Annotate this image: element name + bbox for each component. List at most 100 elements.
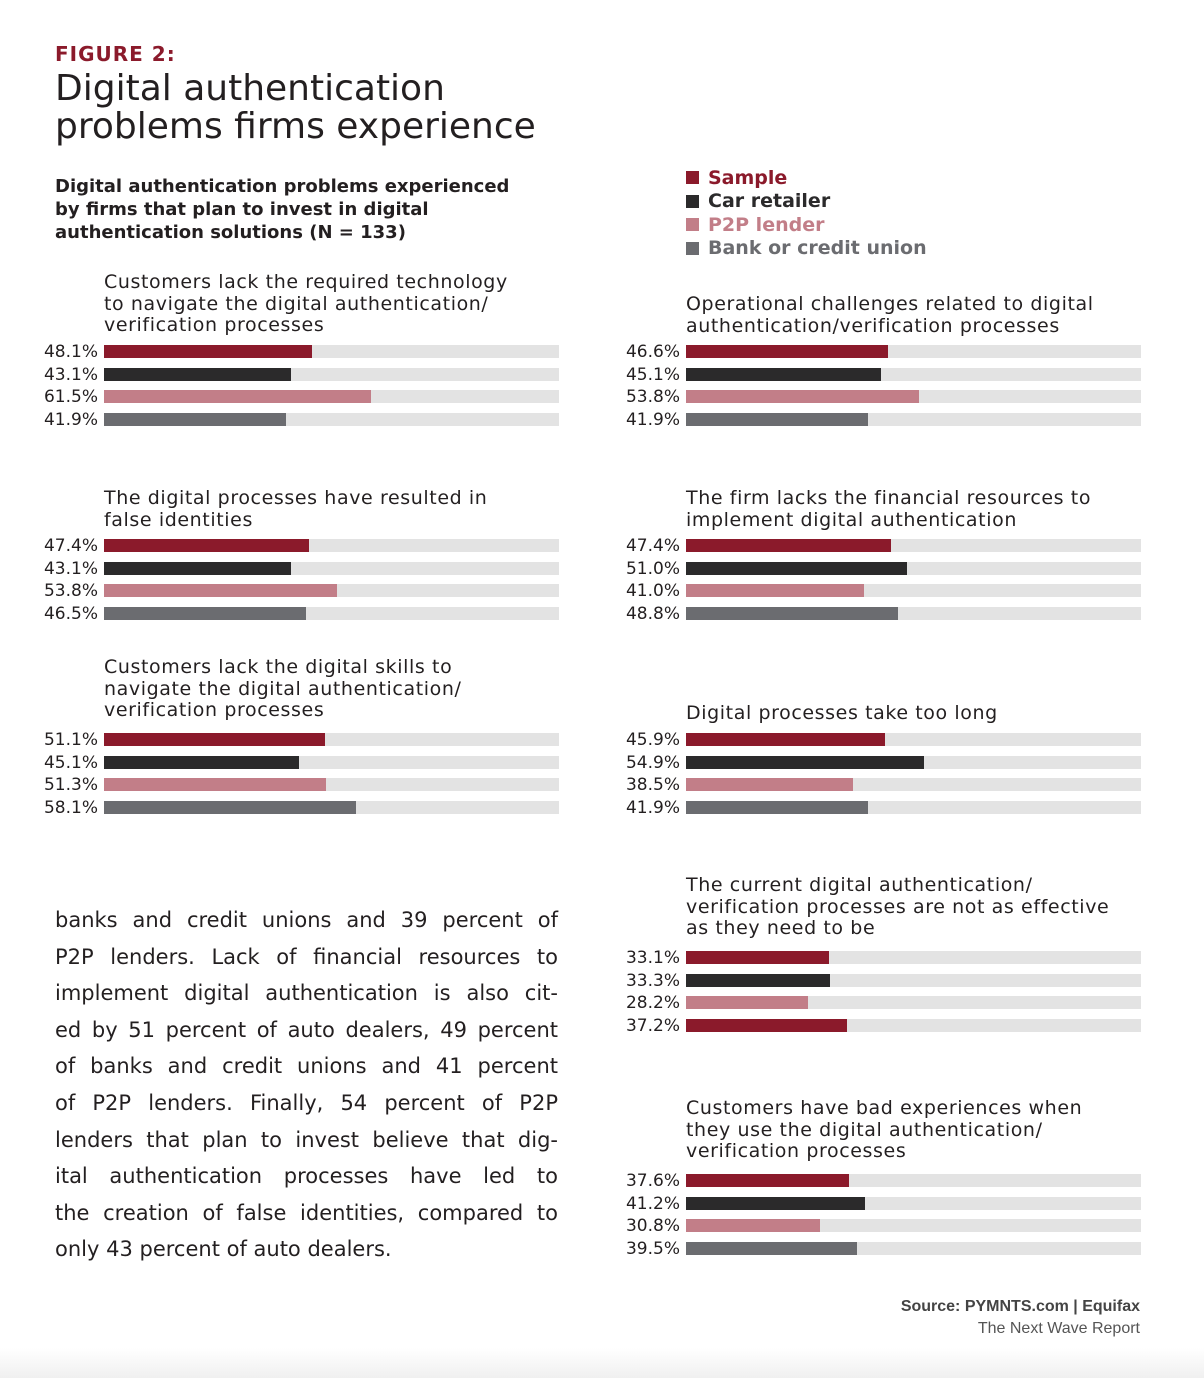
panel-bars: 47.4% 51.0% 41.0% 48.8% — [626, 534, 1146, 625]
bar-track — [104, 390, 559, 404]
bar — [686, 345, 888, 358]
panel-title-line: authentication/verification processes — [686, 314, 1060, 337]
bar — [104, 561, 291, 575]
bar-track — [686, 390, 1141, 404]
panel-title-line: verification processes — [104, 699, 325, 721]
bar-value-label: 33.1% — [625, 948, 680, 968]
bar-track — [104, 755, 559, 769]
bar-row: 47.4% — [626, 534, 1146, 557]
bar-row: 41.9% — [626, 408, 1146, 431]
bar-track — [686, 584, 1141, 598]
bar — [686, 561, 907, 575]
bar — [686, 607, 898, 621]
bar-value-label: 41.2% — [625, 1193, 680, 1214]
bar-row: 39.5% — [626, 1237, 1146, 1260]
bar-row: 48.1% — [44, 340, 564, 363]
bar-value-label: 45.1% — [43, 752, 98, 773]
bar — [686, 1196, 865, 1210]
panel-title: Customers lack the required technology to… — [104, 271, 564, 337]
panel-bars: 46.6% 45.1% 53.8% 41.9% — [626, 340, 1146, 431]
bar-value-label: 53.8% — [43, 581, 98, 602]
chart-subtitle: Digital authentication problems experien… — [55, 175, 575, 244]
body-text-line: of P2P lenders. Finally, 54 percent of P… — [55, 1090, 558, 1115]
bar-row: 48.8% — [626, 602, 1146, 625]
bar — [104, 367, 291, 381]
bar-row: 51.1% — [44, 728, 564, 751]
bar-track — [686, 539, 1141, 552]
panel-title-line: Customers lack the required technology — [104, 271, 508, 293]
panel-title: Digital processes take too long — [686, 702, 1146, 725]
legend-label: Sample — [708, 166, 788, 189]
subtitle-line: Digital authentication problems experien… — [55, 176, 510, 197]
bar — [686, 778, 853, 792]
bar-value-label: 53.8% — [625, 387, 680, 408]
bar — [686, 996, 809, 1010]
panel-title-line: The firm lacks the financial resources t… — [686, 487, 1092, 509]
bar-value-label: 45.1% — [625, 364, 680, 385]
bar-value-label: 45.9% — [625, 730, 680, 750]
bar-value-label: 51.1% — [43, 730, 98, 750]
bar-value-label: 43.1% — [43, 364, 98, 385]
bar — [104, 345, 313, 358]
bar-value-label: 30.8% — [625, 1216, 680, 1237]
body-text-line: only 43 percent of auto dealers. — [55, 1237, 392, 1262]
bar — [686, 755, 924, 769]
bar-track — [686, 778, 1141, 792]
bar-track — [686, 1242, 1141, 1256]
bar-row: 45.9% — [626, 728, 1146, 751]
panel-title-line: they use the digital authentication/ — [686, 1118, 1043, 1141]
bar-row: 43.1% — [44, 363, 564, 386]
bar-track — [686, 733, 1141, 746]
panel-bars: 45.9% 54.9% 38.5% 41.9% — [626, 728, 1146, 819]
body-text-line: P2P lenders. Lack of financial resources… — [55, 944, 558, 969]
bar-row: 41.9% — [626, 796, 1146, 819]
bar-track — [686, 413, 1141, 427]
panel-title-line: verification processes are not as effect… — [686, 895, 1110, 918]
bar-row: 53.8% — [626, 385, 1146, 408]
bar-track — [104, 584, 559, 598]
bar-track — [686, 607, 1141, 621]
bar-value-label: 28.2% — [625, 993, 680, 1014]
panel-title-line: as they need to be — [686, 917, 876, 939]
bar-row: 51.0% — [626, 557, 1146, 580]
bar — [104, 607, 306, 621]
panel-title-line: Customers have bad experiences when — [686, 1097, 1083, 1119]
bar-row: 33.3% — [626, 969, 1146, 992]
panel-title: Customers have bad experiences when they … — [686, 1097, 1146, 1163]
bar-value-label: 54.9% — [625, 752, 680, 773]
bar-value-label: 46.6% — [625, 342, 680, 362]
bar — [686, 413, 868, 427]
bar-track — [104, 778, 559, 792]
legend-item: Bank or credit union — [686, 237, 927, 261]
bar — [104, 755, 300, 769]
bar-value-label: 48.8% — [625, 604, 680, 625]
panel-title-line: Operational challenges related to digita… — [686, 293, 1094, 315]
bar-value-label: 61.5% — [43, 387, 98, 408]
subtitle-line: authentication solutions (N = 133) — [55, 222, 406, 243]
bar — [686, 733, 885, 746]
panel-title-line: false identities — [104, 508, 253, 531]
bar-row: 38.5% — [626, 773, 1146, 796]
panel-title: Customers lack the digital skills to navi… — [104, 656, 564, 722]
figure-label: FIGURE 2: — [55, 42, 176, 66]
bar-value-label: 37.6% — [625, 1171, 680, 1191]
panel-bars: 48.1% 43.1% 61.5% 41.9% — [44, 340, 564, 431]
bar-track — [686, 801, 1141, 815]
panel-title-line: implement digital authentication — [686, 508, 1017, 531]
bar-value-label: 33.3% — [625, 970, 680, 991]
bar-value-label: 47.4% — [43, 536, 98, 556]
legend-swatch — [686, 171, 699, 185]
bar — [686, 1019, 848, 1033]
bar — [104, 801, 356, 815]
legend-swatch — [686, 241, 699, 255]
panel-title: The firm lacks the financial resources t… — [686, 487, 1146, 531]
bar — [686, 390, 920, 404]
panel-title-line: The digital processes have resulted in — [104, 487, 488, 509]
panel-title-line: verification processes — [104, 314, 325, 336]
figure-title-line: problems firms experience — [55, 106, 536, 147]
bar-row: 54.9% — [626, 751, 1146, 774]
bar — [104, 733, 326, 746]
bar-row: 47.4% — [44, 534, 564, 557]
panel-title-line: navigate the digital authentication/ — [104, 677, 462, 700]
body-text-line: the creation of false identities, compar… — [55, 1200, 558, 1225]
